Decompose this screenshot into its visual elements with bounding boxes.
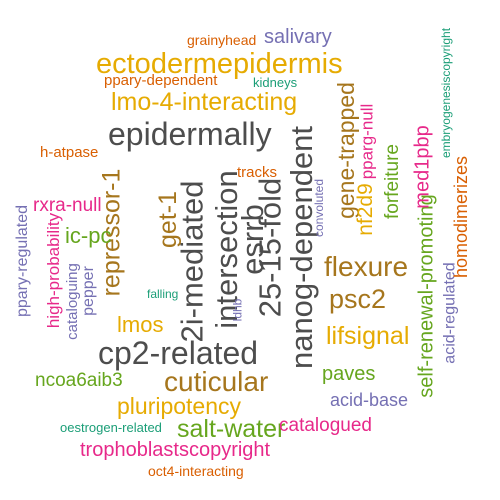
word-oct4-interacting: oct4-interacting [148,463,244,479]
word-pepper: pepper [79,266,97,316]
word-grainyhead: grainyhead [187,32,257,48]
word-ppary-dependent: ppary-dependent [104,72,218,89]
word-paves: paves [322,363,376,385]
word-rxra-null: rxra-null [33,195,102,216]
word-convoluted: convoluted [312,178,327,238]
word-flexure: flexure [324,251,409,282]
word-catalogued: catalogued [279,415,372,436]
word-salt-water: salt-water [177,415,286,443]
word-lmo-4-interacting: lmo-4-interacting [111,88,298,116]
word-high-probability: high-probability [44,212,64,329]
word-med1pbp: med1pbp [411,125,434,209]
word-nanog-dependent: nanog-dependent [284,125,320,370]
word-ldhb: ldhb [230,298,245,322]
word-cuticular: cuticular [164,366,269,397]
word-get-1: get-1 [153,191,182,248]
word-ectodermepidermis: ectodermepidermis [96,48,343,80]
word-ncoa6aib3: ncoa6aib3 [35,370,123,391]
word-lifsignal: lifsignal [326,322,410,350]
word-forfeiture: forfeiture [381,144,403,219]
word-salivary: salivary [264,26,332,48]
word-kidneys: kidneys [253,75,298,90]
word-cataloguing: cataloguing [63,263,81,340]
word-lmos: lmos [117,312,164,337]
word-embryogenesiscopyright: embryogenesiscopyright [439,27,454,159]
word-pluripotency: pluripotency [117,393,242,419]
word-h-atpase: h-atpase [40,144,99,161]
word-esrrb: esrrb [234,204,270,275]
word-pparg-null: pparg-null [357,103,377,180]
word-ic-pc: ic-pc [65,223,112,248]
word-cp2-related: cp2-related [98,335,259,371]
word-acid-base: acid-base [330,390,409,410]
word-self-renewal-promoting: self-renewal-promoting [415,194,438,398]
word-oestrogen-related: oestrogen-related [60,420,162,435]
word-nf2d9: nf2d9 [353,183,377,236]
word-trophoblastscopyright: trophoblastscopyright [80,439,271,461]
word-falling: falling [147,287,179,301]
word-psc2: psc2 [329,284,387,314]
word-tracks: tracks [237,164,278,181]
word-ppary-regulated: ppary-regulated [14,204,32,318]
word-epidermally: epidermally [108,116,272,152]
word-homodimerizes: homodimerizes [451,155,472,279]
